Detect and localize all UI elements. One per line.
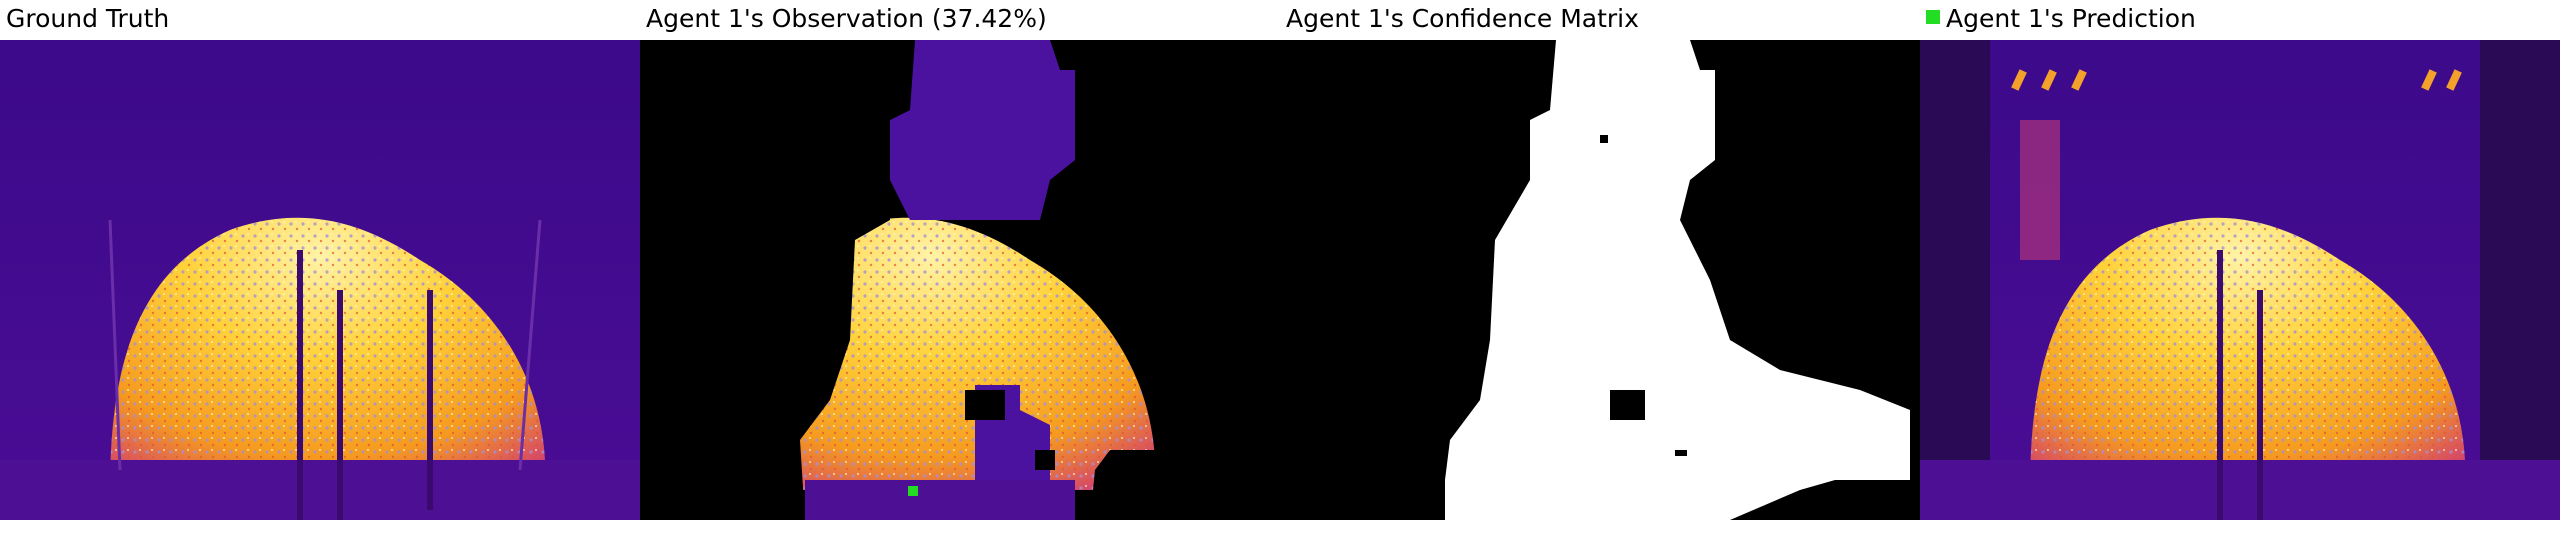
panel-title-confidence-matrix: Agent 1's Confidence Matrix: [1286, 4, 1639, 33]
panel-title-ground-truth: Ground Truth: [6, 4, 170, 33]
confidence-matrix-image: [1280, 40, 1920, 520]
panel-title-observation: Agent 1's Observation (37.42%): [646, 4, 1047, 33]
ground-truth-image: [0, 40, 640, 520]
agent-marker: [908, 486, 918, 496]
panel-title-prediction: Agent 1's Prediction: [1926, 2, 2196, 36]
legend-label: Agent 1's Prediction: [1946, 4, 2196, 33]
legend-swatch: [1926, 10, 1940, 24]
prediction-image: [1920, 40, 2560, 520]
observation-image: [640, 40, 1280, 520]
